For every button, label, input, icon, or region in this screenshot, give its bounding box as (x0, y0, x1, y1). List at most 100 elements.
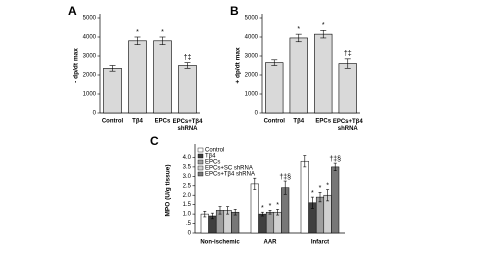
error-bar (253, 177, 257, 190)
legend-swatch (197, 153, 204, 159)
error-bar (295, 33, 302, 43)
error-bar (283, 180, 287, 195)
annotation: * (161, 29, 164, 36)
y-tick-label: 2.5 (183, 183, 192, 189)
error-bar (310, 196, 314, 209)
panel-label: C (150, 134, 159, 148)
annotation: †‡§ (329, 156, 341, 163)
y-tick-label: 3000 (245, 54, 259, 60)
legend-swatch (197, 165, 204, 171)
annotation: * (311, 190, 314, 197)
x-tick-label: Control (102, 119, 124, 125)
x-tick-label: EPCs+Tβ4 shRNA (333, 119, 364, 132)
error-bar (344, 58, 351, 69)
y-tick-label: 2000 (83, 73, 97, 79)
y-axis-label: + dp/dt max (235, 47, 242, 84)
annotation: * (322, 22, 325, 29)
y-tick-label: .5 (186, 221, 192, 227)
error-bar (320, 30, 327, 39)
bar (300, 160, 309, 234)
legend-label: EPCs+SC shRNA (205, 166, 253, 172)
error-bar (134, 36, 141, 45)
x-tick-label: EPCs (315, 119, 331, 125)
bar (250, 183, 259, 234)
error-bar (109, 65, 116, 72)
y-tick-label: 0 (93, 111, 97, 117)
y-axis-label: MPO (U/g tissue) (165, 164, 172, 216)
annotation: * (297, 26, 300, 33)
annotation: * (319, 185, 322, 192)
y-tick-label: 4000 (83, 35, 97, 41)
y-tick-label: 3.5 (183, 164, 192, 170)
y-tick-label: 1000 (245, 92, 259, 98)
bar (315, 196, 325, 234)
annotation: †‡ (344, 51, 352, 58)
y-tick-label: 5000 (83, 16, 97, 22)
annotation: †‡ (184, 54, 192, 61)
error-bar (218, 206, 222, 215)
bar (103, 68, 122, 114)
y-tick-label: 4.0 (183, 155, 192, 161)
error-bar (203, 210, 207, 218)
bar (331, 166, 340, 234)
y-tick-label: 2.0 (183, 193, 192, 199)
legend-swatch (197, 171, 204, 177)
error-bar (318, 192, 322, 203)
legend-label: EPCs (205, 160, 220, 166)
bar (265, 62, 284, 114)
bar (338, 63, 357, 114)
x-tick-label: Control (264, 119, 286, 125)
error-bar (184, 62, 191, 69)
x-tick-label: Tβ4 (293, 119, 304, 125)
y-tick-label: 3000 (83, 54, 97, 60)
error-bar (303, 155, 307, 168)
y-tick-label: 1.0 (183, 212, 192, 218)
bar (128, 40, 147, 114)
bar (153, 40, 172, 114)
y-tick-label: 2000 (245, 73, 259, 79)
error-bar (233, 209, 237, 216)
y-tick-label: 0 (188, 231, 192, 237)
panel-label: A (68, 4, 77, 18)
y-tick-label: 5000 (245, 16, 259, 22)
annotation: * (326, 182, 329, 189)
bar (265, 211, 275, 234)
error-bar (268, 210, 272, 215)
error-bar (333, 162, 337, 171)
x-tick-label: EPCs (155, 119, 171, 125)
legend-swatch (197, 159, 204, 165)
x-tick-label: Infarct (311, 240, 329, 246)
annotation: * (136, 29, 139, 36)
error-bar (226, 206, 230, 215)
error-bar (260, 211, 264, 217)
error-bar (271, 59, 278, 66)
error-bar (210, 212, 214, 220)
legend-label: Control (205, 148, 224, 154)
annotation: * (276, 202, 279, 209)
y-tick-label: 0 (255, 111, 259, 117)
annotation: †‡§ (279, 174, 291, 181)
y-tick-label: 1000 (83, 92, 97, 98)
x-tick-label: Non-ischemic (200, 240, 240, 246)
x-tick-label: EPCs+Tβ4 shRNA (173, 119, 204, 132)
y-tick-label: 4000 (245, 35, 259, 41)
bar (314, 33, 333, 114)
legend-label: EPCs+Tβ4 shRNA (205, 172, 255, 178)
legend-label: Tβ4 (205, 154, 216, 160)
error-bar (276, 209, 280, 216)
x-tick-label: Tβ4 (132, 119, 143, 125)
y-tick-label: 1.5 (183, 202, 192, 208)
panel-label: B (230, 4, 239, 18)
annotation: * (269, 203, 272, 210)
error-bar (326, 189, 330, 202)
bar (258, 213, 267, 234)
x-tick-label: AAR (264, 240, 278, 246)
bar (289, 37, 308, 114)
y-tick-label: 3.0 (183, 174, 192, 180)
bar (178, 65, 197, 114)
y-axis-label: - dp/dt max (73, 48, 80, 83)
error-bar (159, 36, 166, 45)
annotation: * (261, 205, 264, 212)
legend-swatch (197, 147, 204, 153)
